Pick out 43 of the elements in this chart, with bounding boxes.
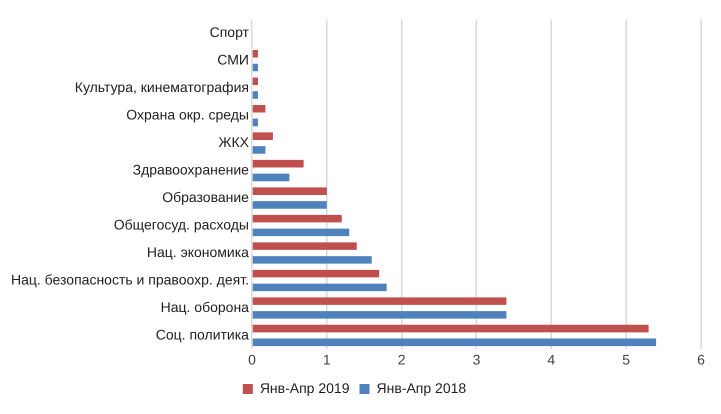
y-tick-label: Образование xyxy=(162,188,250,205)
x-tick-label: 4 xyxy=(547,351,556,368)
y-tick-label: Нац. безопасность и правоохр. деят. xyxy=(10,271,249,288)
y-tick-label: СМИ xyxy=(217,51,249,68)
x-tick-label: 0 xyxy=(248,351,256,368)
bar xyxy=(252,91,258,99)
bar xyxy=(252,187,327,195)
bar xyxy=(252,146,266,154)
y-tick-label: ЖКХ xyxy=(218,134,250,150)
bar xyxy=(252,338,656,346)
bar xyxy=(252,174,290,182)
bar xyxy=(252,311,506,319)
x-tick-label: 1 xyxy=(322,351,331,368)
bar xyxy=(252,297,506,305)
bar xyxy=(252,77,258,86)
bar xyxy=(252,50,258,58)
x-tick-label: 5 xyxy=(622,351,630,368)
y-tick-label: Нац. оборона xyxy=(160,298,250,315)
y-tick-label: Спорт xyxy=(210,24,250,40)
bar xyxy=(252,118,258,126)
bar xyxy=(252,242,357,250)
bar xyxy=(252,160,304,168)
legend-label: Янв-Апр 2018 xyxy=(376,380,466,396)
bar xyxy=(252,324,649,332)
bar xyxy=(252,284,387,292)
y-tick-label: Здравоохранение xyxy=(132,161,250,178)
x-tick-label: 6 xyxy=(697,351,706,368)
bar xyxy=(252,214,342,222)
x-tick-label: 2 xyxy=(398,351,406,368)
y-tick-label: Охрана окр. среды xyxy=(126,106,249,122)
y-tick-label: Культура, кинематография xyxy=(74,78,249,95)
bar xyxy=(252,104,266,112)
bar xyxy=(252,132,273,140)
bar xyxy=(252,64,258,72)
bar xyxy=(252,270,380,278)
y-tick-label: Общегосуд. расходы xyxy=(114,216,249,232)
x-tick-label: 3 xyxy=(472,351,481,368)
legend-label: Янв-Апр 2019 xyxy=(260,380,350,396)
bar xyxy=(252,256,372,264)
bar xyxy=(252,228,350,236)
bar xyxy=(252,201,327,209)
y-tick-label: Нац. экономика xyxy=(146,244,250,260)
y-tick-label: Соц. политика xyxy=(156,326,250,342)
